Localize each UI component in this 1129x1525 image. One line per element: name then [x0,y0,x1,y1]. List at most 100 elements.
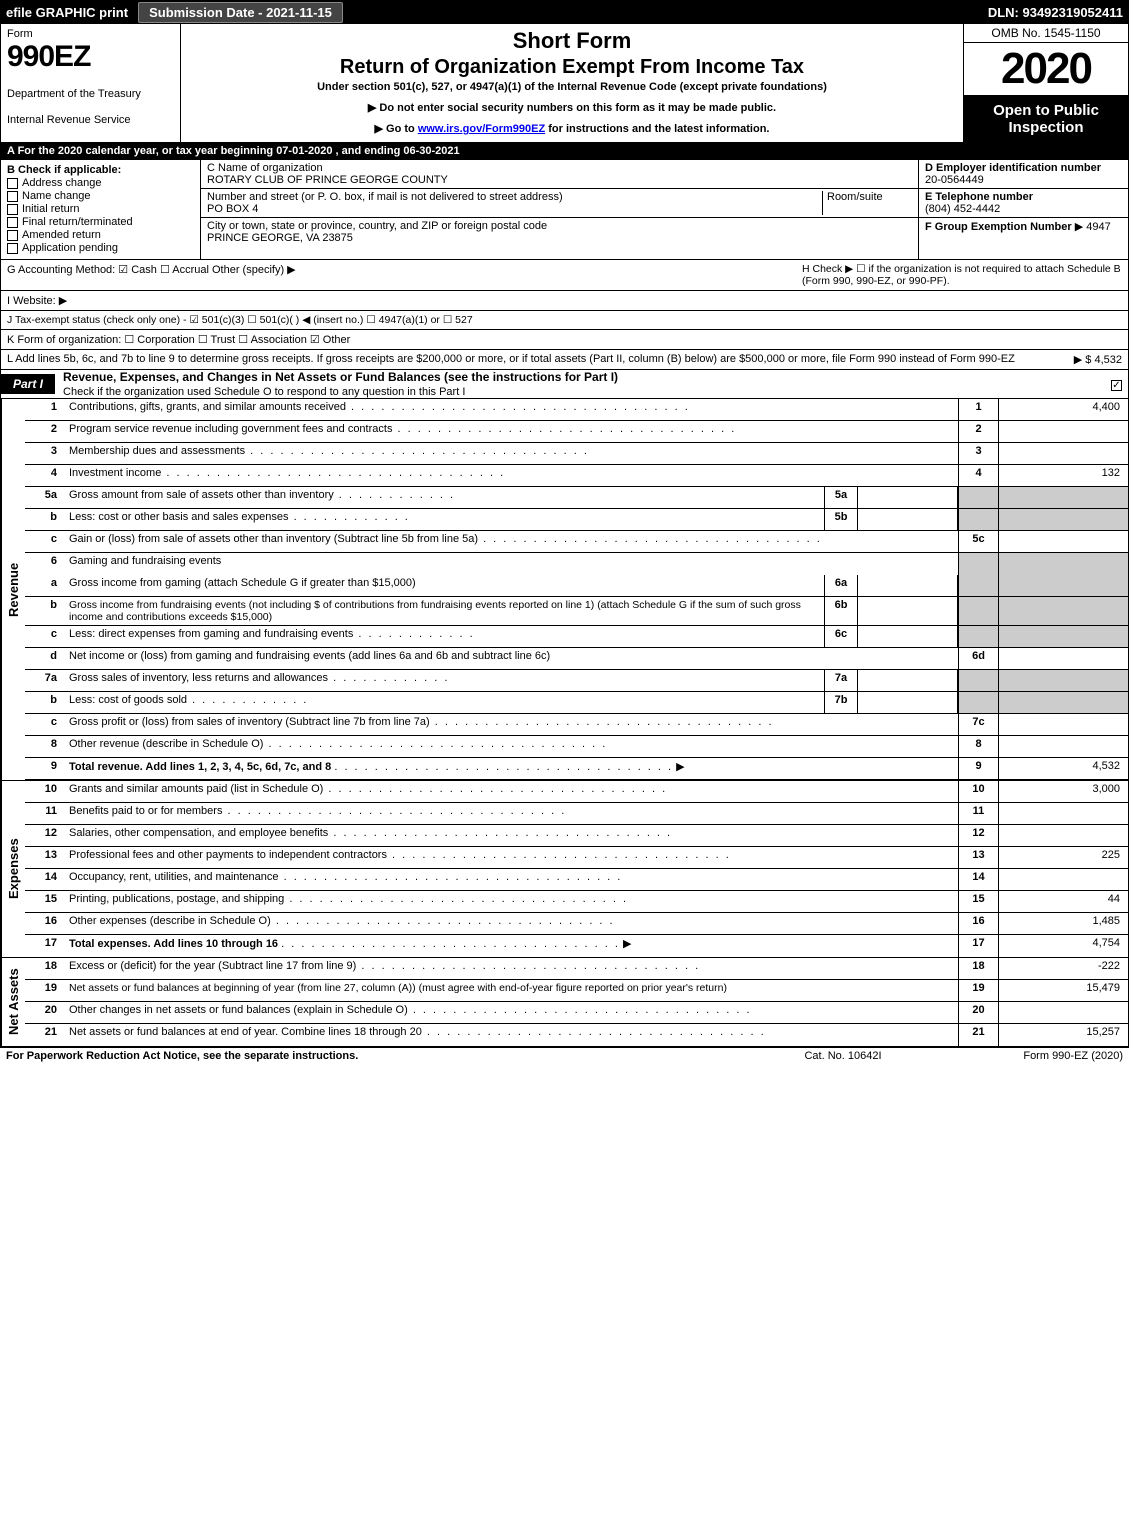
amount [998,714,1128,735]
mini-num: 5b [824,509,858,530]
irs-link[interactable]: www.irs.gov/Form990EZ [418,123,545,135]
right-num-grey [958,509,998,530]
mini-num: 6a [824,575,858,596]
line-desc: Gross income from fundraising events (no… [65,597,824,625]
org-name: ROTARY CLUB OF PRINCE GEORGE COUNTY [207,174,912,186]
right-num-grey [958,692,998,713]
revenue-side-label: Revenue [1,399,25,780]
line-i-website: I Website: ▶ [0,291,1129,311]
amount: 15,257 [998,1024,1128,1046]
line-desc: Less: direct expenses from gaming and fu… [65,626,824,647]
chk-label: Amended return [22,229,101,241]
amount: 225 [998,847,1128,868]
part1-schedule-o-check[interactable]: ✓ [1111,377,1128,391]
row-6a: aGross income from gaming (attach Schedu… [25,575,1128,597]
chk-address-change[interactable]: Address change [7,177,194,189]
chk-amended-return[interactable]: Amended return [7,229,194,241]
row-21: 21Net assets or fund balances at end of … [25,1024,1128,1046]
line-num: b [25,509,65,530]
line-num: 12 [25,825,65,846]
right-num-grey [958,553,998,575]
f-label: F Group Exemption Number [925,221,1072,233]
right-num: 16 [958,913,998,934]
right-num: 5c [958,531,998,552]
line-desc: Excess or (deficit) for the year (Subtra… [65,958,958,979]
right-num: 7c [958,714,998,735]
row-18: 18Excess or (deficit) for the year (Subt… [25,958,1128,980]
amount-grey [998,670,1128,691]
d-label: D Employer identification number [925,162,1122,174]
e-label: E Telephone number [925,191,1122,203]
amount: 4,532 [998,758,1128,779]
right-num: 12 [958,825,998,846]
line-num: 6 [25,553,65,575]
right-num: 8 [958,736,998,757]
room-suite: Room/suite [822,191,912,215]
right-num-grey [958,487,998,508]
chk-name-change[interactable]: Name change [7,190,194,202]
address-cell: Number and street (or P. O. box, if mail… [201,189,918,218]
right-num-grey [958,670,998,691]
mini-amt [858,575,958,596]
line-desc: Gross amount from sale of assets other t… [65,487,824,508]
org-city: PRINCE GEORGE, VA 23875 [207,232,912,244]
right-num-grey [958,626,998,647]
right-num-grey [958,597,998,625]
b-label: B Check if applicable: [7,164,194,176]
dept-irs: Internal Revenue Service [7,114,174,126]
row-5c: cGain or (loss) from sale of assets othe… [25,531,1128,553]
line-num: a [25,575,65,596]
line-num: 11 [25,803,65,824]
line-desc: Total expenses. Add lines 10 through 16 … [65,935,958,957]
line-num: 8 [25,736,65,757]
line-desc: Benefits paid to or for members [65,803,958,824]
section-d-e-f: D Employer identification number 20-0564… [918,160,1128,259]
line-desc: Investment income [65,465,958,486]
line-l-gross-receipts: L Add lines 5b, 6c, and 7b to line 9 to … [0,350,1129,370]
l-amount: ▶ $ 4,532 [1032,353,1122,366]
row-9: 9Total revenue. Add lines 1, 2, 3, 4, 5c… [25,758,1128,780]
header-left: Form 990EZ Department of the Treasury In… [1,24,181,142]
amount: 4,400 [998,399,1128,420]
header-center: Short Form Return of Organization Exempt… [181,24,963,142]
line-desc: Gross sales of inventory, less returns a… [65,670,824,691]
right-num: 3 [958,443,998,464]
row-12: 12Salaries, other compensation, and empl… [25,825,1128,847]
checkbox-icon [7,191,18,202]
right-num: 14 [958,869,998,890]
amount: 1,485 [998,913,1128,934]
total-expenses-label: Total expenses. Add lines 10 through 16 [69,938,278,950]
row-20: 20Other changes in net assets or fund ba… [25,1002,1128,1024]
chk-initial-return[interactable]: Initial return [7,203,194,215]
return-title: Return of Organization Exempt From Incom… [187,56,957,79]
goto-pre: ▶ Go to [375,123,418,135]
right-num: 6d [958,648,998,669]
line-num: 16 [25,913,65,934]
chk-application-pending[interactable]: Application pending [7,242,194,254]
catalog-number: Cat. No. 10642I [743,1050,943,1062]
line-desc: Net assets or fund balances at beginning… [65,980,958,1001]
subtitle-code: Under section 501(c), 527, or 4947(a)(1)… [187,81,957,93]
checkbox-icon: ✓ [1111,380,1122,391]
top-bar: efile GRAPHIC print Submission Date - 20… [0,0,1129,24]
amount: 44 [998,891,1128,912]
amount [998,736,1128,757]
chk-label: Name change [22,190,91,202]
right-num: 15 [958,891,998,912]
amount: 15,479 [998,980,1128,1001]
line-num: 17 [25,935,65,957]
chk-label: Address change [22,177,102,189]
goto-post: for instructions and the latest informat… [545,123,769,135]
chk-final-return[interactable]: Final return/terminated [7,216,194,228]
line-j-tax-exempt: J Tax-exempt status (check only one) - ☑… [0,311,1129,330]
paperwork-notice: For Paperwork Reduction Act Notice, see … [6,1050,743,1062]
row-2: 2Program service revenue including gover… [25,421,1128,443]
amount-grey [998,692,1128,713]
amount [998,443,1128,464]
row-6d: dNet income or (loss) from gaming and fu… [25,648,1128,670]
addr-label: Number and street (or P. O. box, if mail… [207,191,822,203]
dln-label: DLN: 93492319052411 [982,5,1129,20]
line-num: b [25,597,65,625]
submission-date-button[interactable]: Submission Date - 2021-11-15 [138,2,343,23]
row-6c: cLess: direct expenses from gaming and f… [25,626,1128,648]
